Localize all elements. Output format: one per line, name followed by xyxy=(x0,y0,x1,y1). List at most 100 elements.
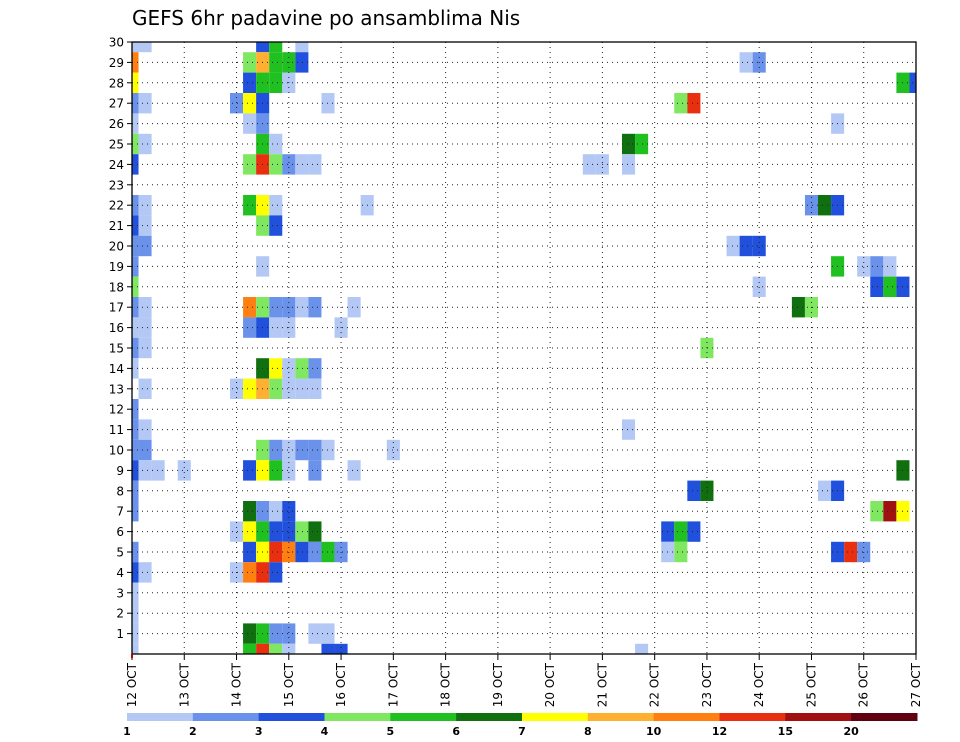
heatmap-cell xyxy=(687,480,701,501)
heatmap-cell xyxy=(282,154,296,175)
heatmap-cell xyxy=(334,643,348,654)
heatmap-cell xyxy=(230,378,244,399)
x-tick-label: 19 OCT xyxy=(491,662,505,707)
heatmap-cell xyxy=(132,276,139,297)
heatmap-cell xyxy=(230,521,244,542)
heatmap-cell xyxy=(687,521,701,542)
heatmap-cell xyxy=(818,195,832,216)
heatmap-cell xyxy=(857,256,871,277)
y-tick-label: 15 xyxy=(109,342,124,356)
x-tick-label: 24 OCT xyxy=(752,662,766,707)
colorbar-swatch xyxy=(192,713,260,721)
y-axis-tick-labels: 1234567891011121314151617181920212223242… xyxy=(109,36,132,641)
heatmap-cell xyxy=(321,643,335,654)
heatmap-cell xyxy=(883,276,897,297)
y-tick-label: 21 xyxy=(109,219,124,233)
heatmap-cell xyxy=(132,133,139,155)
heatmap-cell xyxy=(269,317,283,338)
heatmap-cell xyxy=(243,297,257,318)
colorbar-swatch xyxy=(719,713,786,721)
x-tick-label: 13 OCT xyxy=(177,662,191,707)
colorbar-swatch xyxy=(258,713,325,721)
heatmap-cell xyxy=(269,439,283,461)
colorbar-swatch xyxy=(390,713,457,721)
x-tick-label: 21 OCT xyxy=(595,662,609,707)
heatmap-cell xyxy=(132,460,139,481)
heatmap-cell xyxy=(269,133,283,155)
heatmap-cell xyxy=(739,235,753,257)
heatmap-cell xyxy=(308,623,322,644)
chart-title: GEFS 6hr padavine po ansamblima Nis xyxy=(132,6,520,30)
y-tick-label: 1 xyxy=(116,627,124,641)
heatmap-cell xyxy=(269,643,283,654)
y-tick-label: 18 xyxy=(109,280,124,294)
heatmap-cell xyxy=(138,195,152,216)
heatmap-cell xyxy=(282,378,296,399)
heatmap-cell xyxy=(243,378,257,399)
colorbar-swatch xyxy=(127,713,194,721)
heatmap-cell xyxy=(308,297,322,318)
heatmap-cell xyxy=(132,154,139,175)
x-tick-label: 18 OCT xyxy=(439,662,453,707)
heatmap-cell xyxy=(635,133,649,155)
heatmap-cell xyxy=(138,562,152,583)
heatmap-cell xyxy=(132,93,139,114)
x-tick-label: 14 OCT xyxy=(230,662,244,707)
x-tick-label: 12 OCT xyxy=(125,662,139,707)
colorbar-label: 6 xyxy=(452,725,460,738)
heatmap-cell xyxy=(282,623,296,644)
x-tick-label: 22 OCT xyxy=(648,662,662,707)
colorbar-swatch xyxy=(653,713,720,721)
y-tick-label: 14 xyxy=(109,362,124,376)
colorbar-swatch xyxy=(785,713,852,721)
heatmap-cell xyxy=(726,235,740,257)
heatmap-cell xyxy=(269,541,283,563)
heatmap-cell xyxy=(132,52,139,73)
heatmap-cell xyxy=(635,643,649,654)
heatmap-cell xyxy=(282,439,296,461)
colorbar-swatch xyxy=(522,713,589,721)
heatmap-cell xyxy=(138,378,152,399)
heatmap-cell xyxy=(138,337,152,359)
heatmap-cell xyxy=(347,460,361,481)
heatmap-cell xyxy=(243,541,257,563)
heatmap-cell xyxy=(243,195,257,216)
y-tick-label: 24 xyxy=(109,158,124,172)
colorbar-label: 12 xyxy=(712,725,727,738)
colorbar-label: 1 xyxy=(123,725,131,738)
y-tick-label: 17 xyxy=(109,301,124,315)
y-tick-label: 9 xyxy=(116,464,124,478)
y-tick-label: 5 xyxy=(116,546,124,560)
y-tick-label: 26 xyxy=(109,117,124,131)
heatmap-cell xyxy=(295,42,309,53)
y-tick-label: 11 xyxy=(109,423,124,437)
heatmap-cell xyxy=(883,256,897,277)
colorbar-swatch xyxy=(851,713,918,721)
heatmap-cell xyxy=(687,93,701,114)
heatmap-cell xyxy=(295,521,309,542)
heatmap-cell xyxy=(132,419,139,440)
heatmap-cell xyxy=(138,235,152,257)
y-tick-label: 27 xyxy=(109,97,124,111)
heatmap-cell xyxy=(256,42,270,53)
heatmap-cell xyxy=(243,52,257,73)
heatmap-cell xyxy=(282,521,296,542)
heatmap-cell xyxy=(308,541,322,563)
heatmap-cell xyxy=(243,154,257,175)
heatmap-cell xyxy=(269,195,283,216)
x-tick-label: 26 OCT xyxy=(857,662,871,707)
y-tick-label: 12 xyxy=(109,403,124,417)
heatmap-cell xyxy=(132,541,139,563)
heatmap-cell xyxy=(132,623,139,644)
heatmap-cell xyxy=(804,195,818,216)
heatmap-cell xyxy=(151,460,165,481)
colorbar-swatch xyxy=(456,713,523,721)
heatmap-cell xyxy=(132,72,139,93)
heatmap-cell xyxy=(700,480,714,501)
heatmap-cell xyxy=(243,72,257,93)
heatmap-cell xyxy=(132,643,139,654)
heatmap-cell xyxy=(132,317,139,338)
heatmap-cell xyxy=(295,541,309,563)
heatmap-cell xyxy=(177,460,191,481)
